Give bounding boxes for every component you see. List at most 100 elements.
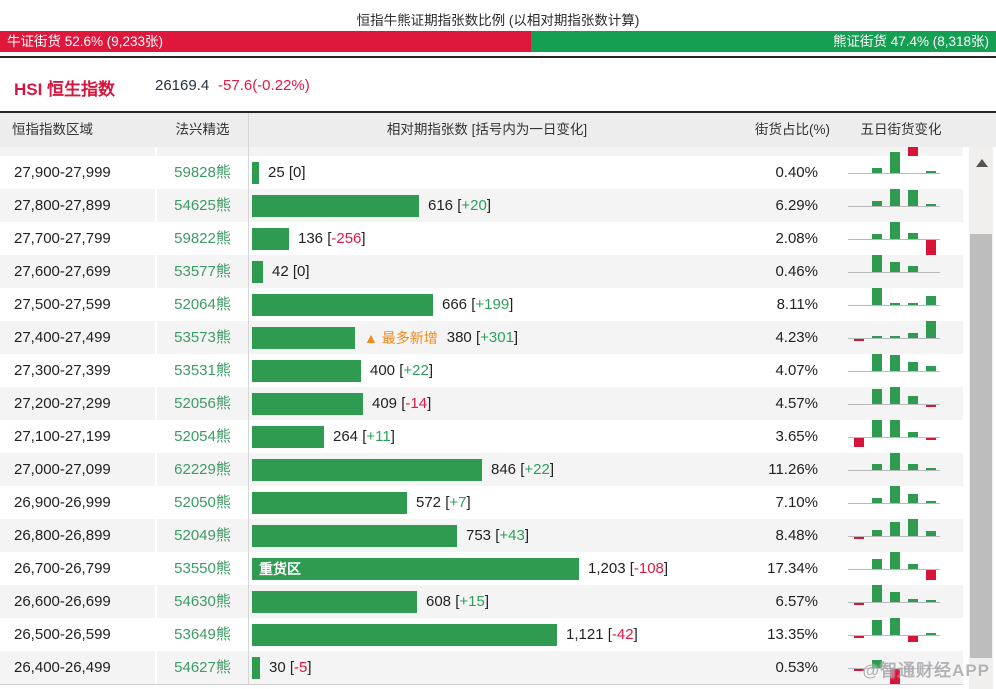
oi-value: 25 [0] [268, 164, 306, 181]
mini-chart-baseline [848, 239, 940, 240]
certificate-code-cell: 62229熊 [174, 461, 231, 478]
certificate-code-cell: 52064熊 [174, 296, 231, 313]
index-range-cell: 26,400-26,499 [14, 659, 111, 676]
scrollbar-thumb[interactable] [970, 234, 992, 658]
mini-bar-down [854, 603, 864, 605]
street-pct-cell: 4.07% [775, 362, 818, 379]
oi-bar [252, 656, 260, 679]
partial-row [0, 147, 963, 156]
table-row: 27,800-27,899 54625熊 616 [+20] 6.29% [0, 189, 963, 222]
oi-bar [252, 425, 324, 448]
mini-chart-baseline [848, 602, 940, 603]
mini-bar-up [926, 296, 936, 305]
daily-change: 0 [293, 164, 302, 181]
oi-bar-cell: 264 [+11] [252, 420, 395, 453]
index-range-cell: 27,600-27,699 [14, 263, 111, 280]
oi-bar-cell: 616 [+20] [252, 189, 491, 222]
oi-bar-cell: 572 [+7] [252, 486, 471, 519]
mini-bar-up [908, 233, 918, 239]
mini-chart-baseline [848, 173, 940, 174]
mini-bar-up [926, 171, 936, 173]
mini-bar-up [890, 618, 900, 635]
mini-bar-up [908, 190, 918, 206]
mini-bar-up [872, 559, 882, 569]
mini-chart-baseline [848, 272, 940, 273]
index-price: 26169.4 [155, 77, 210, 94]
five-day-mini-chart [848, 486, 940, 519]
mini-bar-up [872, 168, 882, 173]
certificate-code-cell: 53577熊 [174, 263, 231, 280]
mini-bar-up [926, 366, 936, 371]
page-title: 恒指牛熊证期指张数比例 (以相对期指张数计算) [356, 13, 640, 28]
mini-bar-up [908, 303, 918, 305]
oi-bar [252, 227, 289, 250]
mini-bar-up [908, 564, 918, 569]
street-pct-cell: 7.10% [775, 494, 818, 511]
mini-bar-up [890, 189, 900, 206]
oi-value: 1,203 [-108] [588, 560, 669, 577]
table-row: 26,900-26,999 52050熊 572 [+7] 7.10% [0, 486, 963, 519]
mini-bar-up [926, 204, 936, 206]
five-day-mini-chart [848, 651, 940, 685]
mini-bar-up [890, 336, 900, 338]
mini-chart-baseline [848, 338, 940, 339]
mini-chart-baseline [848, 404, 940, 405]
street-pct-cell: 0.53% [775, 659, 818, 676]
mini-bar-up [890, 303, 900, 305]
mini-bar-down [854, 669, 864, 671]
oi-bar-cell: 409 [-14] [252, 387, 431, 420]
street-pct-cell: 0.46% [775, 263, 818, 280]
daily-change: +199 [475, 296, 510, 313]
bull-bear-ratio-bar: 牛证街货 52.6% (9,233张) 熊证街货 47.4% (8,318张) [0, 31, 996, 52]
certificate-code-cell: 52049熊 [174, 527, 231, 544]
mini-bar-up [926, 600, 936, 602]
daily-change: -256 [331, 230, 362, 247]
mini-bar-down [926, 405, 936, 407]
column-divider [248, 113, 249, 684]
mini-bar-up [890, 486, 900, 503]
oi-value: 30 [-5] [269, 659, 312, 676]
mini-bar-down [908, 636, 918, 642]
table-body: 27,900-27,999 59828熊 25 [0] 0.40% 27,800-27,… [0, 147, 963, 685]
mini-bar-down [926, 438, 936, 440]
index-header: HSI 恒生指数 26169.4 -57.6(-0.22%) [0, 56, 996, 113]
five-day-mini-chart [848, 519, 940, 552]
oi-bar [252, 524, 457, 547]
mini-bar-down [854, 339, 864, 341]
mini-bar-up [908, 599, 918, 602]
column-header-five-day: 五日街货变化 [860, 122, 942, 137]
heavy-zone-label: 重货区 [259, 560, 301, 577]
certificate-code-cell: 53573熊 [174, 329, 231, 346]
table-row: 27,600-27,699 53577熊 42 [0] 0.46% [0, 255, 963, 288]
mini-bar-up [926, 501, 936, 503]
oi-bar [252, 623, 557, 646]
mini-bar-up [908, 519, 918, 536]
mini-bar-up [890, 262, 900, 272]
oi-value: 608 [+15] [426, 593, 489, 610]
certificate-code-cell: 52056熊 [174, 395, 231, 412]
mini-bar-up [926, 468, 936, 470]
oi-value: 42 [0] [272, 263, 310, 280]
mini-bar-up [890, 453, 900, 470]
table-row: 27,300-27,399 53531熊 400 [+22] 4.07% [0, 354, 963, 387]
scrollbar-up-arrow-icon[interactable] [976, 159, 988, 167]
street-pct-cell: 3.65% [775, 428, 818, 445]
oi-bar: 重货区 [252, 557, 579, 580]
table-row: 27,900-27,999 59828熊 25 [0] 0.40% [0, 156, 963, 189]
mini-bar-up [872, 660, 882, 668]
daily-change: -14 [405, 395, 428, 412]
index-range-cell: 27,100-27,199 [14, 428, 111, 445]
oi-value: 400 [+22] [370, 362, 433, 379]
mini-bar-up [872, 354, 882, 371]
bear-ratio-label: 熊证街货 47.4% (8,318张) [832, 34, 989, 49]
five-day-mini-chart [848, 420, 940, 453]
mini-bar-up [908, 362, 918, 371]
daily-change: +15 [459, 593, 485, 610]
mini-chart-baseline [848, 305, 940, 306]
five-day-mini-chart [848, 585, 940, 618]
certificate-code-cell: 52050熊 [174, 494, 231, 511]
mini-bar-down [908, 147, 918, 156]
index-range-cell: 27,300-27,399 [14, 362, 111, 379]
mini-bar-down [854, 537, 864, 539]
column-divider [155, 147, 157, 684]
